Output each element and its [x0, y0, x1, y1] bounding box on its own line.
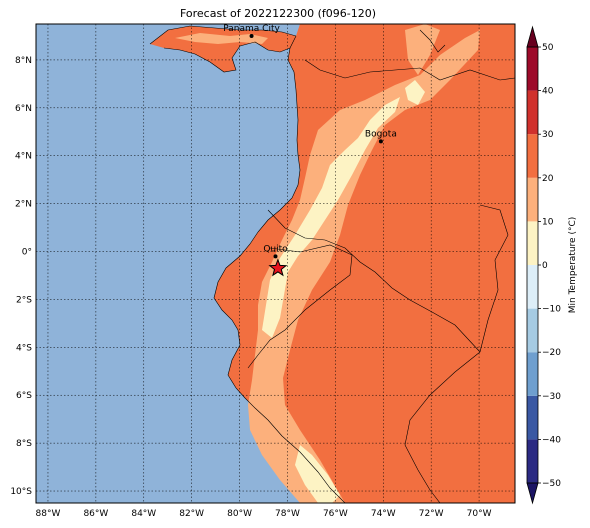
colorbar-tick-label: −30: [542, 392, 561, 402]
colorbar-tick-label: 0: [542, 261, 548, 271]
colorbar-segment: [527, 134, 538, 178]
colorbar-tick-label: 40: [542, 87, 554, 97]
colorbar-tick-label: −50: [542, 479, 561, 489]
colorbar: 50 40 30 20 10 0 −10 −20 −30 −40 −50 Min Temperatur…: [526, 25, 578, 505]
colorbar-segment: [527, 352, 538, 396]
colorbar-segment: [527, 439, 538, 483]
temp-band-0-10: [262, 97, 400, 338]
lat-tick-label: 10°S: [10, 487, 32, 497]
axis-ticks: 88°W 86°W 84°W 82°W 80°W 78°W 76°W 74°W 72°W 70°W…: [10, 56, 491, 519]
colorbar-tick-label: −40: [542, 435, 561, 445]
lon-tick-label: 74°W: [371, 509, 396, 519]
map-area[interactable]: [36, 24, 515, 503]
colorbar-segment: [527, 177, 538, 222]
lon-tick-label: 78°W: [275, 509, 300, 519]
colorbar-segment: [527, 265, 538, 309]
temp-band-0-10-north: [405, 80, 425, 105]
city-label: Quito: [263, 244, 288, 254]
cities[interactable]: Panama City Bogota Quito: [223, 24, 397, 259]
lon-tick-label: 84°W: [131, 509, 156, 519]
lon-tick-label: 80°W: [227, 509, 252, 519]
lat-tick-label: 6°S: [16, 391, 32, 401]
lat-tick-label: 2°N: [15, 200, 32, 210]
colorbar-tick-label: 30: [542, 130, 554, 140]
temp-band-10-20-north: [405, 24, 440, 75]
temp-band-10-20: [248, 30, 480, 503]
lon-tick-label: 88°W: [36, 509, 61, 519]
colorbar-tick-label: 10: [542, 217, 554, 227]
colorbar-segment: [527, 221, 538, 265]
lat-tick-label: 6°N: [15, 104, 32, 114]
land-mass: [150, 24, 515, 503]
lat-tick-label: 8°S: [16, 439, 32, 449]
colorbar-tick-label: −10: [542, 305, 561, 315]
map-frame: [35, 23, 516, 504]
lon-tick-label: 82°W: [179, 509, 204, 519]
gridlines: [36, 24, 515, 503]
city-dot[interactable]: [249, 33, 254, 38]
location-star-marker[interactable]: [268, 258, 288, 277]
lat-tick-label: 2°S: [16, 295, 32, 305]
lat-tick-label: 8°N: [15, 56, 32, 66]
city-dot[interactable]: [378, 139, 383, 144]
city-label: Bogota: [365, 129, 397, 139]
lat-tick-label: 0°: [22, 248, 32, 258]
colorbar-segment: [527, 47, 538, 91]
city-label: Panama City: [223, 24, 280, 34]
colorbar-tick-label: 50: [542, 43, 554, 53]
lon-tick-label: 70°W: [467, 509, 492, 519]
colorbar-label: Min Temperature (°C): [568, 217, 578, 314]
lon-tick-label: 72°W: [419, 509, 444, 519]
country-borders: [149, 25, 515, 503]
lon-tick-label: 86°W: [83, 509, 108, 519]
colorbar-tick-label: −20: [542, 348, 561, 358]
colorbar-extend-bottom: [526, 482, 539, 505]
lat-tick-label: 4°S: [16, 343, 32, 353]
city-dot[interactable]: [273, 254, 278, 259]
lon-tick-label: 76°W: [323, 509, 348, 519]
colorbar-tick-label: 20: [542, 174, 554, 184]
map-title: Forecast of 2022122300 (f096-120): [179, 7, 377, 20]
colorbar-segment: [527, 90, 538, 135]
lat-tick-label: 4°N: [15, 152, 32, 162]
colorbar-segment: [527, 395, 538, 440]
colorbar-segment: [527, 308, 538, 353]
temp-band-10-20-panama: [175, 33, 268, 44]
colorbar-extend-top: [526, 25, 539, 48]
temp-band-0-10-south: [295, 445, 340, 503]
